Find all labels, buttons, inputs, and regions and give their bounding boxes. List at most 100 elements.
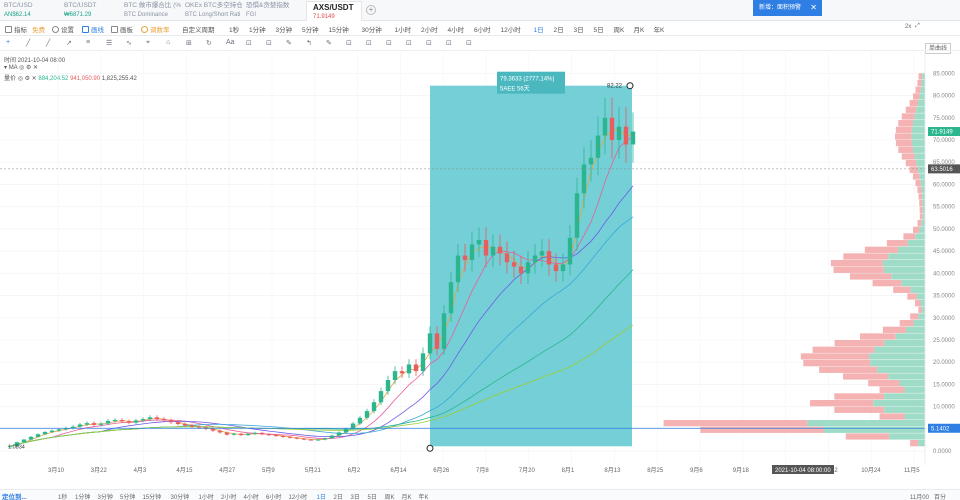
draw-tool-18-icon[interactable]: ⊡ — [366, 40, 372, 47]
period-1[interactable]: 1分钟 — [249, 27, 266, 34]
draw-tool-21-icon[interactable]: ⊡ — [426, 40, 432, 47]
draw-tool-19-icon[interactable]: ⊡ — [386, 40, 392, 47]
draw-tool-14-icon[interactable]: ✎ — [286, 40, 292, 47]
bottom-period-2[interactable]: 3分钟 — [97, 495, 113, 500]
draw-tool-2-icon[interactable]: ╱ — [46, 40, 51, 47]
bottom-period-7[interactable]: 2小时 — [221, 495, 237, 500]
candle-body — [560, 264, 566, 272]
draw-tool-11-icon[interactable]: Aa — [226, 39, 235, 46]
settings-icon[interactable]: ⚙ — [24, 65, 32, 71]
chevron-down-icon[interactable]: ▾ — [4, 65, 9, 71]
period-4[interactable]: 15分钟 — [328, 27, 349, 34]
close-icon[interactable]: ✕ — [810, 3, 817, 12]
close-icon[interactable]: ✕ — [31, 65, 39, 71]
bottom-period-10[interactable]: 12小时 — [288, 495, 308, 500]
period-14[interactable]: 5日 — [593, 27, 604, 34]
tab-btc-dominance[interactable]: BTC 做市爆合比 (% BTC Dominance — [124, 2, 181, 20]
bottom-period-4[interactable]: 15分钟 — [142, 495, 162, 500]
settings-icon[interactable]: ⚙ — [22, 76, 30, 82]
period-3[interactable]: 5分钟 — [302, 27, 319, 34]
bottom-period-9[interactable]: 6小时 — [266, 495, 282, 500]
tab-btc-usdt[interactable]: BTC/USDT ₩6871.29 — [64, 2, 97, 20]
draw-tool-8-icon[interactable]: ⌂ — [166, 39, 171, 46]
eye-icon[interactable]: ◎ — [19, 65, 25, 71]
draw-tool-7-icon[interactable]: ⌖ — [146, 39, 150, 46]
draw-tool-17-icon[interactable]: ⊡ — [346, 40, 352, 47]
eye-icon[interactable]: ◎ — [17, 76, 23, 82]
draw-tool-22-icon[interactable]: ⊡ — [446, 40, 452, 47]
draw-tool-3-icon[interactable]: ↗ — [66, 40, 72, 47]
period-7[interactable]: 2小时 — [421, 27, 438, 34]
canvas-button[interactable]: 画板 — [111, 24, 133, 34]
chart-type-select[interactable]: 单曲线 — [925, 43, 952, 54]
draw-tool-16-icon[interactable]: ✎ — [326, 40, 332, 47]
period-10[interactable]: 12小时 — [500, 27, 521, 34]
profile-bar-sell — [912, 173, 920, 180]
bottom-period-8[interactable]: 4小时 — [243, 495, 259, 500]
zoom-2x-button[interactable]: 2x — [905, 24, 912, 30]
candle-body — [588, 157, 594, 165]
period-5[interactable]: 30分钟 — [361, 27, 382, 34]
candle-body — [217, 430, 223, 433]
period-6[interactable]: 1小时 — [394, 27, 412, 34]
indicator-button[interactable]: 指标 — [5, 24, 27, 34]
close-icon[interactable]: ✕ — [29, 76, 39, 82]
draw-tool-23-icon[interactable]: ⊡ — [466, 40, 472, 47]
tab-btc-usd[interactable]: BTC/USD AN$62.14 — [4, 2, 33, 20]
period-17[interactable]: 年K — [653, 27, 665, 34]
period-0[interactable]: 1秒 — [229, 27, 240, 34]
rate-button[interactable]: 调数率 — [141, 24, 170, 34]
candle-body — [14, 442, 20, 447]
period-13[interactable]: 3日 — [573, 27, 584, 34]
profile-bar-buy — [921, 80, 925, 87]
period-2[interactable]: 3分钟 — [275, 27, 293, 34]
bottom-period-6[interactable]: 1小时 — [198, 495, 214, 500]
tab-okex-long-short[interactable]: OKEx BTC多空持仓 BTC Long/Short Rati — [185, 2, 243, 20]
period-9[interactable]: 6小时 — [474, 27, 491, 34]
draw-tool-1-icon[interactable]: ╱ — [26, 40, 31, 47]
period-12[interactable]: 2日 — [553, 27, 564, 34]
period-8[interactable]: 4小时 — [447, 27, 465, 34]
bottom-period-17[interactable]: 年K — [418, 495, 429, 500]
add-tab-button[interactable]: + — [366, 5, 376, 15]
bottom-period-1[interactable]: 1分钟 — [75, 495, 91, 500]
tab-axs-usdt[interactable]: AXS/USDT 71.9149 — [306, 1, 362, 21]
draw-tool-5-icon[interactable]: ☰ — [106, 40, 113, 47]
draw-tool-10-icon[interactable]: ↻ — [206, 40, 212, 47]
draw-tool-9-icon[interactable]: ⊞ — [186, 40, 192, 47]
settings-button[interactable]: 设置 — [52, 24, 74, 34]
price-chart[interactable]: 79.3633 (2777.14%) 5AEE 56天 82.22 1.0834… — [0, 52, 960, 489]
goto-button[interactable]: 定位到... — [2, 494, 27, 500]
fullscreen-icon[interactable]: ⤢ — [915, 23, 920, 29]
draw-tool-12-icon[interactable]: ⊡ — [246, 40, 252, 47]
candle-body — [385, 380, 391, 392]
profile-bar-sell — [912, 93, 920, 100]
bottom-period-3[interactable]: 5分钟 — [120, 495, 136, 500]
draw-tool-0-icon[interactable]: + — [6, 39, 11, 46]
draw-tool-6-icon[interactable]: ∿ — [126, 40, 132, 47]
period-11[interactable]: 1日 — [533, 27, 544, 34]
custom-period-button[interactable]: 自定义周期 — [182, 27, 215, 34]
bottom-period-12[interactable]: 2日 — [333, 495, 343, 500]
bottom-period-16[interactable]: 月K — [401, 495, 412, 500]
free-badge: 免费 — [32, 27, 45, 34]
draw-tool-20-icon[interactable]: ⊡ — [406, 40, 412, 47]
candle-body — [182, 424, 188, 426]
notice-banner[interactable]: 新增：面积预警 ✕ — [753, 0, 822, 16]
bottom-period-13[interactable]: 3日 — [350, 495, 360, 500]
bottom-period-5[interactable]: 30分钟 — [170, 495, 190, 500]
draw-tool-13-icon[interactable]: ⊡ — [266, 40, 272, 47]
bottom-period-11[interactable]: 1日 — [316, 495, 326, 500]
percent-toggle[interactable]: 百分 — [934, 495, 947, 500]
bottom-period-15[interactable]: 周K — [384, 495, 395, 500]
bottom-period-14[interactable]: 5日 — [367, 495, 377, 500]
period-16[interactable]: 月K — [633, 27, 645, 34]
bottom-period-0[interactable]: 1秒 — [58, 495, 68, 500]
period-15[interactable]: 周K — [613, 27, 625, 34]
draw-line-button[interactable]: 画线 — [82, 24, 104, 34]
tab-fear-greed[interactable]: 恐惧&贪婪指数 FGI — [246, 2, 289, 20]
profile-bar-buy — [913, 320, 925, 327]
draw-tool-4-icon[interactable]: ≡ — [86, 39, 91, 46]
time-badge-text: 2021-10-04 08:00:00 — [775, 468, 831, 474]
draw-tool-15-icon[interactable]: ↰ — [306, 40, 312, 47]
